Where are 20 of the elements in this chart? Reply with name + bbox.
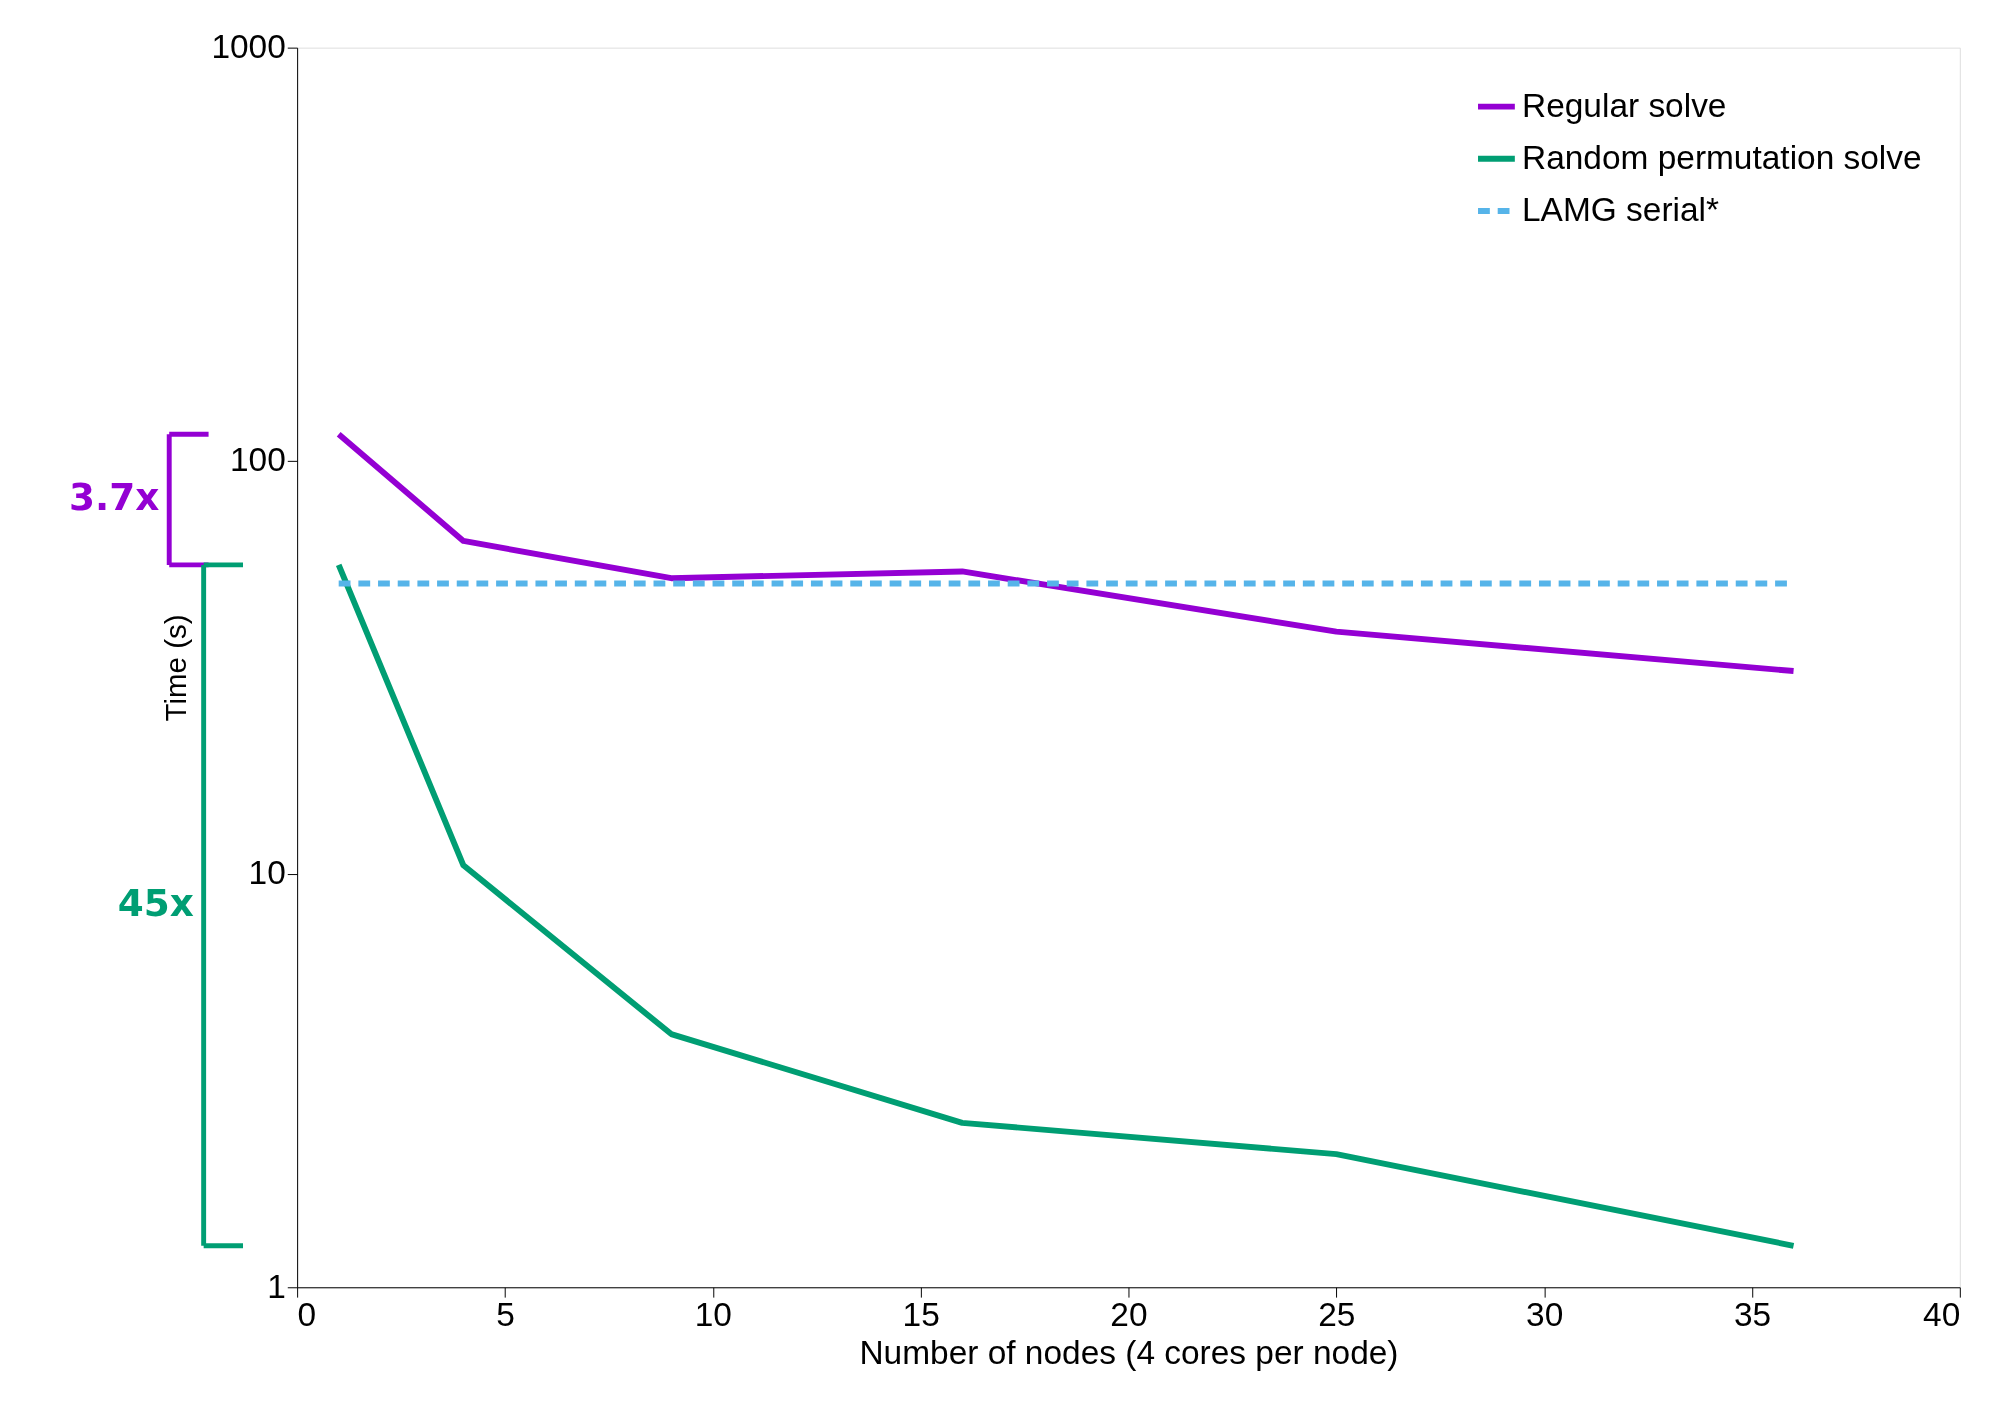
x-tick-label: 0 xyxy=(297,1296,317,1334)
y-axis-title: Time (s) xyxy=(158,614,192,722)
y-tick-label: 1000 xyxy=(211,27,286,65)
x-tick-label: 35 xyxy=(1733,1296,1772,1334)
text: 45x xyxy=(117,881,194,926)
y-tick-label: 10 xyxy=(248,854,286,892)
x-axis-title: Number of nodes (4 cores per node) xyxy=(859,1333,1399,1371)
text: 3.7x xyxy=(69,475,160,520)
x-tick-label: 40 xyxy=(1923,1296,1961,1334)
x-tick-label: 30 xyxy=(1526,1296,1564,1334)
y-tick-label: 1 xyxy=(267,1267,286,1305)
x-tick-label: 25 xyxy=(1318,1296,1356,1334)
y-tick-label: 100 xyxy=(230,441,286,479)
x-tick-label: 10 xyxy=(694,1296,732,1334)
legend-label: Regular solve xyxy=(1522,86,1727,124)
legend-label: Random permutation solve xyxy=(1522,138,1922,176)
x-tick-label: 5 xyxy=(496,1296,515,1334)
legend-label: LAMG serial* xyxy=(1522,190,1719,228)
x-tick-label: 15 xyxy=(902,1296,940,1334)
x-tick-label: 20 xyxy=(1110,1296,1148,1334)
